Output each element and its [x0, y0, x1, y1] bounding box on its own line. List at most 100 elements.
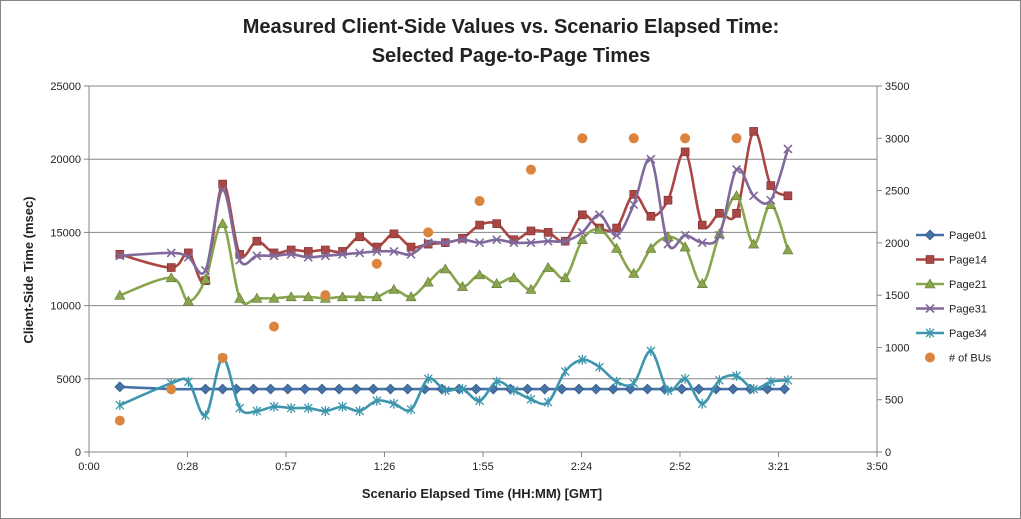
series-page14 — [115, 127, 793, 286]
point-page34-17 — [440, 385, 450, 396]
point-page14-34 — [732, 209, 741, 218]
point-page31-26 — [594, 210, 605, 220]
point-page31-18 — [457, 235, 468, 245]
point-page34-13 — [372, 395, 382, 406]
point-page34-31 — [680, 373, 690, 384]
x-tick-label: 3:21 — [768, 461, 789, 473]
point-page21-4 — [217, 217, 229, 228]
series-of-bus — [114, 133, 742, 426]
point-page31-22 — [526, 238, 536, 248]
point-page34-8 — [286, 403, 296, 414]
point-page31-6 — [252, 251, 262, 261]
legend-marker — [925, 303, 935, 314]
point-page31-10 — [320, 251, 330, 261]
point-page21-14 — [388, 283, 400, 294]
point-page34-18 — [457, 384, 467, 395]
point-page31-16 — [423, 238, 433, 248]
point-page14-30 — [663, 195, 673, 205]
point-of-bus-4 — [320, 290, 331, 301]
point-of-bus-10 — [628, 133, 639, 144]
point-page14-22 — [526, 226, 536, 236]
axes: 0 5000 10000 15000 20000 25000 0 500 1000 1500 200… — [50, 81, 909, 473]
point-page01-12 — [367, 383, 379, 395]
point-page31-5 — [235, 255, 245, 265]
y2-tick-label: 0 — [885, 447, 891, 459]
legend-label: Page34 — [949, 328, 987, 340]
point-page34-29 — [646, 345, 656, 356]
point-page01-2 — [200, 383, 211, 395]
point-page14-8 — [286, 245, 296, 255]
legend-marker — [925, 255, 935, 264]
point-page21-28 — [628, 267, 640, 278]
point-of-bus-2 — [217, 352, 228, 363]
point-page21-13 — [371, 291, 383, 302]
point-page21-23 — [542, 261, 554, 272]
point-page31-36 — [766, 195, 776, 205]
point-page34-20 — [492, 376, 502, 387]
point-page14-19 — [475, 220, 484, 230]
point-page34-6 — [252, 406, 262, 417]
point-page14-33 — [715, 209, 724, 218]
series-page21 — [114, 190, 794, 306]
legend-item-page31: Page31 — [916, 304, 987, 316]
point-page31-14 — [389, 246, 399, 256]
point-page14-15 — [406, 242, 416, 252]
point-page31-4 — [218, 185, 228, 195]
point-page01-22 — [539, 383, 551, 395]
point-page21-16 — [422, 276, 434, 287]
point-page34-30 — [663, 385, 673, 396]
point-page31-35 — [749, 191, 759, 201]
point-of-bus-3 — [269, 321, 280, 332]
point-page34-35 — [749, 384, 759, 395]
point-page34-25 — [577, 354, 587, 365]
point-page34-34 — [732, 370, 741, 381]
point-page21-17 — [439, 263, 451, 274]
legend-item-page01: Page01 — [916, 229, 987, 242]
point-of-bus-12 — [731, 133, 742, 144]
point-page01-14 — [402, 383, 414, 395]
point-page34-37 — [783, 375, 793, 386]
y2-tick-label: 3000 — [885, 133, 909, 145]
point-page31-31 — [680, 230, 690, 240]
y-tick-label: 10000 — [50, 301, 81, 313]
y2-tick-label: 1500 — [885, 290, 909, 302]
y-tick-label: 20000 — [50, 154, 81, 166]
point-page21-18 — [456, 280, 468, 291]
point-page21-35 — [748, 238, 760, 249]
point-page14-36 — [766, 181, 776, 190]
legend-item-page14: Page14 — [916, 255, 987, 267]
point-page34-11 — [338, 401, 347, 412]
point-page31-29 — [646, 154, 656, 164]
point-page21-37 — [782, 244, 794, 255]
point-page14-18 — [458, 233, 467, 243]
point-page34-12 — [355, 406, 365, 417]
point-page34-28 — [629, 378, 639, 389]
point-page14-35 — [749, 127, 758, 136]
point-page31-20 — [492, 235, 502, 245]
legend-label: Page21 — [949, 279, 987, 291]
point-page34-26 — [595, 362, 604, 373]
y2-tick-label: 2000 — [885, 238, 909, 250]
point-page01-3 — [217, 383, 229, 395]
x-tick-label: 2:52 — [669, 461, 690, 473]
point-page01-33 — [727, 383, 739, 395]
point-page01-6 — [265, 383, 277, 395]
point-page14-1 — [166, 263, 176, 272]
point-page14-13 — [372, 242, 382, 252]
y2-tick-label: 500 — [885, 395, 903, 407]
point-page14-9 — [303, 247, 313, 256]
point-page31-17 — [440, 238, 450, 248]
point-page14-4 — [218, 179, 227, 189]
point-page31-15 — [406, 249, 416, 259]
point-page21-22 — [525, 283, 537, 294]
x-axis-title: Scenario Elapsed Time (HH:MM) [GMT] — [362, 486, 602, 501]
point-page31-7 — [269, 251, 279, 261]
y-tick-label: 15000 — [50, 227, 81, 239]
y-tick-label: 5000 — [57, 374, 81, 386]
point-page31-33 — [714, 230, 724, 240]
point-page21-9 — [302, 291, 314, 302]
point-page14-12 — [355, 232, 364, 242]
point-page14-37 — [783, 191, 793, 201]
point-page14-25 — [578, 210, 587, 220]
point-page01-25 — [590, 383, 602, 395]
